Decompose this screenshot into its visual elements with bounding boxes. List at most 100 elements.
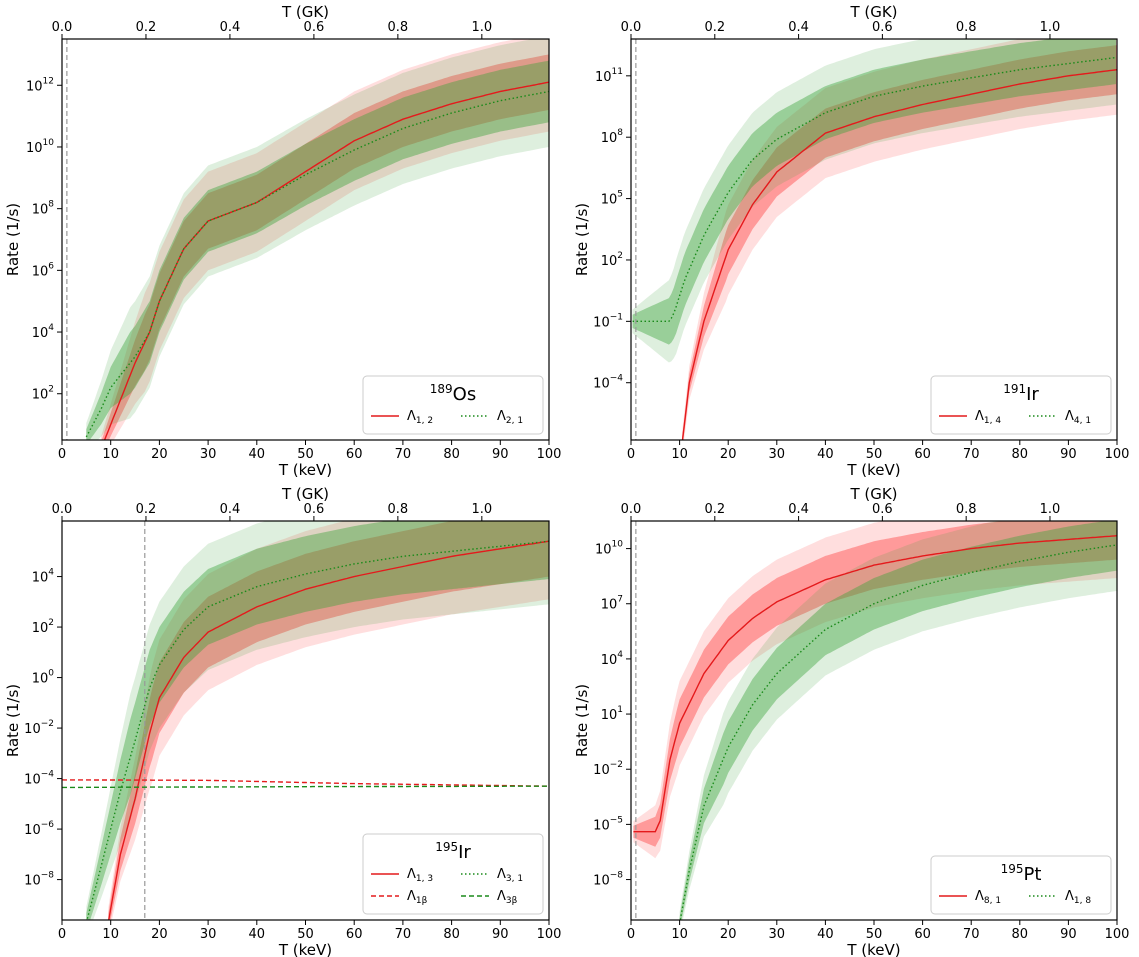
y-tick-label: 102 (32, 618, 54, 636)
x2-axis-label: T (GK) (281, 3, 329, 21)
legend-entry: Λ1β (407, 889, 428, 906)
x-tick-label: 0 (627, 927, 635, 942)
x-tick-label: 50 (866, 447, 883, 462)
x2-tick-label: 0.2 (704, 20, 725, 35)
uncertainty-band-41-inner (632, 39, 1116, 345)
legend-box (362, 833, 544, 915)
x-tick-label: 90 (492, 927, 509, 942)
uncertainty-band-81-inner (633, 521, 1117, 847)
panel-bottom-right: 0 10 20 30 40 50 60 70 80 90 100 0.0 0.2 0.4 0.6 0.8 1.0… (573, 485, 1129, 957)
legend-entry: Λ3β (497, 889, 518, 906)
x-tick-label: 10 (671, 447, 688, 462)
x-axis-label: T (keV) (846, 941, 900, 957)
x2-tick-label: 0.2 (136, 20, 157, 35)
legend-entry: Λ1, 3 (407, 867, 433, 884)
y-tick-label: 10−6 (24, 820, 54, 838)
x-tick-label: 60 (914, 927, 931, 942)
y-tick-label: 1010 (26, 138, 54, 156)
y-tick-label: 100 (32, 669, 55, 687)
x-tick-label: 70 (963, 927, 980, 942)
x-tick-label: 10 (102, 447, 119, 462)
x-tick-label: 90 (492, 447, 509, 462)
x-tick-label: 60 (914, 447, 931, 462)
x2-tick-label: 0.0 (621, 502, 642, 517)
panel-top-right: 0 10 20 30 40 50 60 70 80 90 100 0.0 0.2 0.4 0.6 0.8 1.0… (573, 3, 1129, 479)
y-axis-label: Rate (1/s) (573, 203, 591, 276)
x-tick-label: 50 (297, 447, 314, 462)
y-tick-label: 10−5 (593, 815, 623, 833)
series-line-2 (679, 544, 1117, 920)
legend-box (930, 855, 1112, 915)
x2-tick-label: 0.0 (52, 20, 73, 35)
x-axis-label: T (keV) (278, 461, 332, 479)
legend-title: 195Ir (435, 840, 471, 863)
x2-tick-label: 0.2 (136, 502, 157, 517)
y-tick-label: 108 (32, 200, 55, 218)
x2-tick-label: 0.0 (52, 502, 73, 517)
legend-title: 191Ir (1003, 382, 1039, 405)
y-tick-label: 1012 (26, 76, 54, 94)
x2-tick-label: 0.6 (872, 20, 893, 35)
uncertainty-band-18-outer (679, 521, 1117, 920)
x-tick-label: 70 (963, 447, 980, 462)
plot-area (633, 521, 1117, 920)
legend-entry: Λ1, 2 (407, 409, 433, 426)
uncertainty-band-14-outer (682, 39, 1117, 440)
y-axis-label: Rate (1/s) (573, 684, 591, 757)
y-tick-label: 104 (32, 323, 55, 341)
y-tick-label: 101 (601, 705, 623, 723)
legend-box (930, 375, 1112, 435)
x-tick-label: 100 (1105, 447, 1130, 462)
x-tick-label: 90 (1060, 447, 1077, 462)
x-tick-label: 40 (249, 927, 266, 942)
uncertainty-band-12-outer (101, 39, 549, 440)
uncertainty-band-21-inner (86, 60, 549, 440)
uncertainty-band-31-inner (86, 521, 549, 920)
legend-entry: Λ2, 1 (497, 409, 523, 426)
y-tick-label: 105 (601, 190, 623, 208)
x2-tick-label: 0.0 (621, 20, 642, 35)
uncertainty-band-41-outer (632, 39, 1116, 363)
y-tick-label: 108 (601, 128, 624, 146)
y-tick-label: 10−1 (593, 312, 623, 330)
x2-tick-label: 0.6 (872, 502, 893, 517)
x-tick-label: 30 (769, 447, 786, 462)
x2-tick-label: 1.0 (471, 502, 492, 517)
y-tick-label: 10−4 (24, 770, 54, 788)
x-tick-label: 60 (346, 927, 363, 942)
x2-tick-label: 1.0 (1040, 502, 1061, 517)
x-tick-label: 10 (671, 927, 688, 942)
y-tick-label: 10−8 (593, 871, 623, 889)
legend-entry: Λ8, 1 (975, 889, 1001, 906)
x2-tick-label: 0.6 (304, 502, 325, 517)
x-tick-label: 20 (720, 447, 737, 462)
x-tick-label: 40 (817, 927, 834, 942)
x2-tick-label: 0.8 (388, 20, 409, 35)
y-tick-label: 107 (601, 595, 623, 613)
legend-box (362, 375, 544, 435)
legend-entry: Λ3, 1 (497, 867, 523, 884)
x-tick-label: 80 (1012, 927, 1029, 942)
x-tick-label: 40 (249, 447, 266, 462)
panel-top-left: 0 10 20 30 40 50 60 70 80 90 100 0.0 0.2 0.4 0.6 0.8 1.0… (4, 3, 561, 479)
uncertainty-band-14-inner (682, 45, 1117, 440)
y-axis-label: Rate (1/s) (4, 203, 22, 276)
x2-axis-label: T (GK) (849, 3, 897, 21)
y-tick-label: 102 (32, 385, 54, 403)
y-tick-label: 104 (601, 650, 624, 668)
y-tick-label: 104 (32, 568, 55, 586)
x-tick-label: 70 (395, 927, 412, 942)
x-tick-label: 20 (720, 927, 737, 942)
x2-tick-label: 1.0 (471, 20, 492, 35)
x2-tick-label: 0.4 (220, 502, 241, 517)
x2-tick-label: 0.6 (304, 20, 325, 35)
uncertainty-band-18-inner (679, 521, 1117, 920)
x2-tick-label: 0.4 (788, 502, 809, 517)
x-tick-label: 20 (151, 927, 168, 942)
plot-area (66, 39, 549, 440)
x-tick-label: 10 (102, 927, 119, 942)
